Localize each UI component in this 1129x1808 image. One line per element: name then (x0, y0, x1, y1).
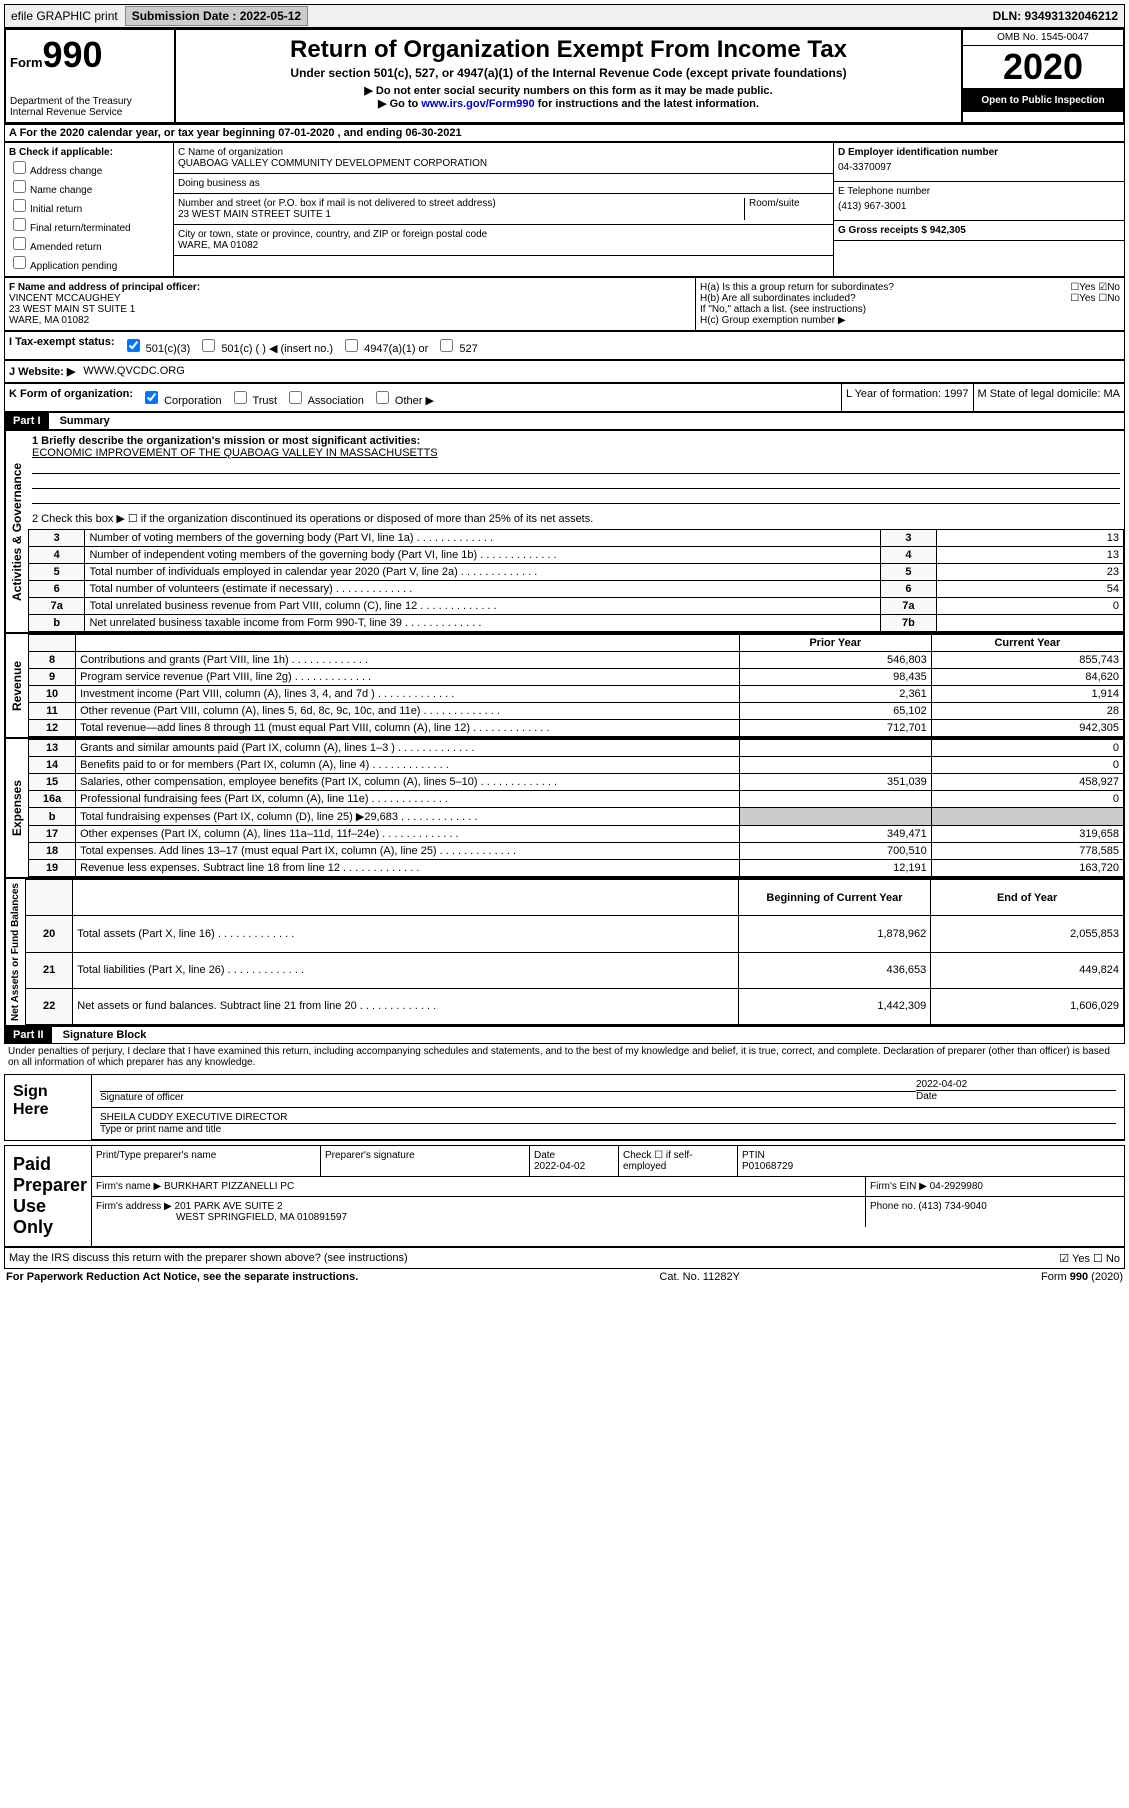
firm-ein: 04-2929980 (930, 1181, 983, 1192)
open-public-badge: Open to Public Inspection (963, 89, 1123, 112)
footer-right: Form 990 (2020) (1041, 1271, 1123, 1283)
check-final-return[interactable]: Final return/terminated (9, 215, 169, 234)
col-c-name-address: C Name of organization QUABOAG VALLEY CO… (174, 143, 833, 276)
form-title: Return of Organization Exempt From Incom… (182, 36, 955, 64)
col-d-right: D Employer identification number 04-3370… (833, 143, 1124, 276)
footer: For Paperwork Reduction Act Notice, see … (4, 1269, 1125, 1285)
org-name: QUABOAG VALLEY COMMUNITY DEVELOPMENT COR… (178, 158, 829, 169)
self-employed-check[interactable]: Check ☐ if self-employed (619, 1146, 738, 1176)
officer-name: VINCENT MCCAUGHEY (9, 293, 691, 304)
firm-address: 201 PARK AVE SUITE 2 (175, 1201, 283, 1212)
vert-netassets: Net Assets or Fund Balances (5, 879, 25, 1025)
note-2: ▶ Go to www.irs.gov/Form990 for instruct… (180, 97, 957, 110)
section-b-c-d: B Check if applicable: Address change Na… (4, 142, 1125, 277)
governance-table: 3Number of voting members of the governi… (28, 529, 1124, 632)
footer-left: For Paperwork Reduction Act Notice, see … (6, 1271, 358, 1283)
firm-phone: (413) 734-9040 (918, 1201, 986, 1212)
omb-label: OMB No. 1545-0047 (963, 30, 1123, 46)
h-c: H(c) Group exemption number ▶ (700, 315, 1120, 326)
col-b-checkboxes: B Check if applicable: Address change Na… (5, 143, 174, 276)
city-state-zip: WARE, MA 01082 (178, 240, 829, 251)
note-1: ▶ Do not enter social security numbers o… (180, 84, 957, 97)
top-bar: efile GRAPHIC print Submission Date : 20… (4, 4, 1125, 28)
h-b: H(b) Are all subordinates included? ☐Yes… (700, 293, 1120, 304)
check-initial-return[interactable]: Initial return (9, 196, 169, 215)
check-other[interactable]: Other ▶ (368, 384, 438, 411)
check-501c3[interactable]: 501(c)(3) (119, 332, 195, 359)
gross-receipts: G Gross receipts $ 942,305 (834, 221, 1124, 241)
year-formation: L Year of formation: 1997 (841, 384, 973, 411)
paid-preparer-block: Paid Preparer Use Only Print/Type prepar… (4, 1145, 1125, 1247)
form-header: Form990 Department of the Treasury Inter… (4, 28, 1125, 124)
instructions-link[interactable]: www.irs.gov/Form990 (421, 98, 534, 110)
form-subtitle: Under section 501(c), 527, or 4947(a)(1)… (180, 66, 957, 80)
website-value: WWW.QVCDC.ORG (79, 361, 188, 382)
net-assets-table: Beginning of Current YearEnd of Year20To… (25, 879, 1124, 1025)
dept-label: Department of the Treasury Internal Reve… (10, 96, 170, 118)
dln-label: DLN: 93493132046212 (987, 7, 1124, 25)
check-name-change[interactable]: Name change (9, 177, 169, 196)
street-address: 23 WEST MAIN STREET SUITE 1 (178, 209, 744, 220)
preparer-date: 2022-04-02 (534, 1161, 585, 1172)
sign-date: 2022-04-02 (916, 1079, 1116, 1090)
efile-label[interactable]: efile GRAPHIC print (5, 7, 124, 25)
part-1-title: Summary (52, 415, 110, 427)
ein-value: 04-3370097 (838, 158, 1120, 177)
check-amended[interactable]: Amended return (9, 234, 169, 253)
firm-name: BURKHART PIZZANELLI PC (164, 1181, 294, 1192)
expenses-table: 13Grants and similar amounts paid (Part … (28, 739, 1124, 877)
submission-date-button[interactable]: Submission Date : 2022-05-12 (125, 6, 308, 26)
discuss-row: May the IRS discuss this return with the… (4, 1247, 1125, 1269)
officer-name-title: SHEILA CUDDY EXECUTIVE DIRECTOR (100, 1112, 1116, 1123)
vert-revenue: Revenue (5, 634, 28, 737)
row-f-h: F Name and address of principal officer:… (4, 277, 1125, 331)
telephone-value: (413) 967-3001 (838, 197, 1120, 216)
vert-governance: Activities & Governance (5, 431, 28, 632)
sign-here-block: Sign Here Signature of officer 2022-04-0… (4, 1074, 1125, 1141)
h-a: H(a) Is this a group return for subordin… (700, 282, 1120, 293)
state-domicile: M State of legal domicile: MA (973, 384, 1124, 411)
row-a-period: A For the 2020 calendar year, or tax yea… (4, 124, 1125, 142)
part-1-header: Part I (5, 413, 49, 429)
footer-mid: Cat. No. 11282Y (659, 1271, 740, 1283)
row-j: J Website: ▶ WWW.QVCDC.ORG (4, 360, 1125, 383)
tax-year: 2020 (963, 46, 1123, 89)
check-trust[interactable]: Trust (226, 384, 282, 411)
perjury-text: Under penalties of perjury, I declare th… (4, 1044, 1125, 1070)
part-2-title: Signature Block (55, 1029, 147, 1041)
vert-expenses: Expenses (5, 739, 28, 877)
check-4947[interactable]: 4947(a)(1) or (337, 332, 432, 359)
check-527[interactable]: 527 (432, 332, 481, 359)
check-address-change[interactable]: Address change (9, 158, 169, 177)
form-number: Form990 (10, 34, 170, 76)
check-501c[interactable]: 501(c) ( ) ◀ (insert no.) (194, 332, 337, 359)
revenue-table: Prior YearCurrent Year8Contributions and… (28, 634, 1124, 737)
row-k-l-m: K Form of organization: Corporation Trus… (4, 383, 1125, 412)
check-application-pending[interactable]: Application pending (9, 253, 169, 272)
mission-text: ECONOMIC IMPROVEMENT OF THE QUABOAG VALL… (32, 447, 1120, 459)
part-2-header: Part II (5, 1027, 52, 1043)
ptin-value: P01068729 (742, 1161, 793, 1172)
row-i: I Tax-exempt status: 501(c)(3) 501(c) ( … (4, 331, 1125, 360)
check-corporation[interactable]: Corporation (137, 384, 226, 411)
check-association[interactable]: Association (281, 384, 368, 411)
